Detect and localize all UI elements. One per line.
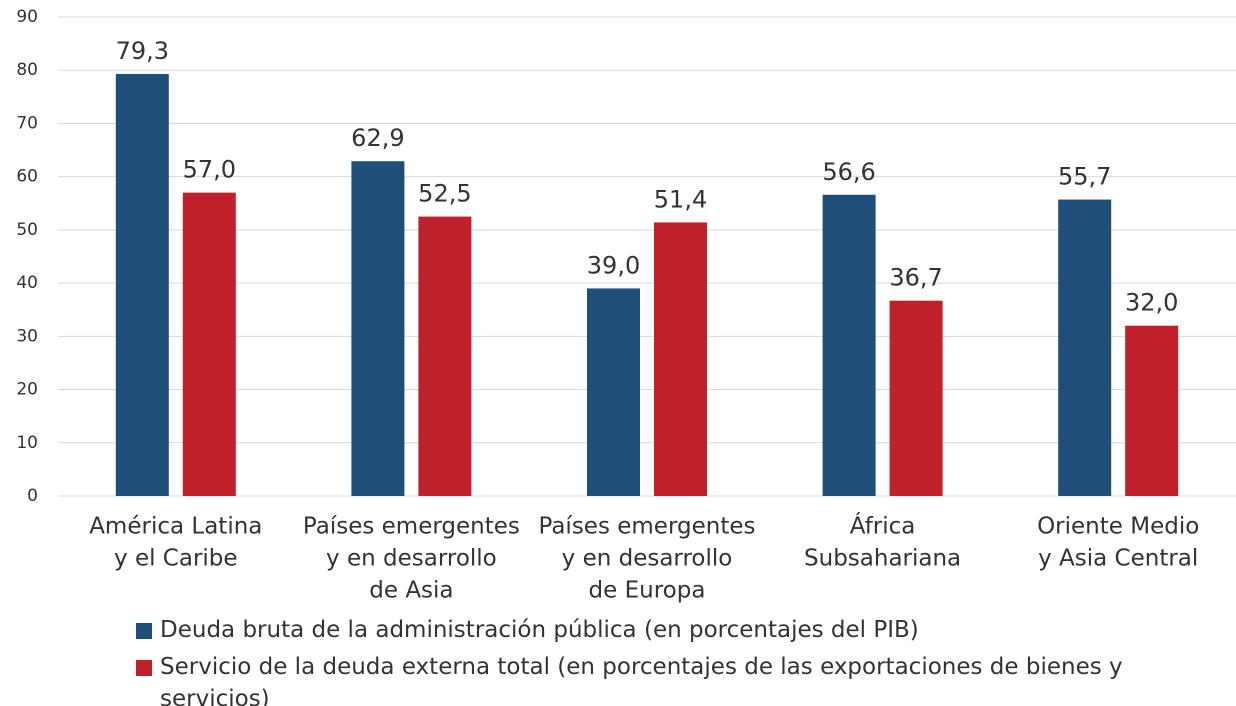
legend-label: Servicio de la deuda externa total (en p… [160,654,1123,706]
legend-swatch [136,660,152,676]
x-tick-label: África [850,512,916,540]
data-label: 52,5 [418,180,471,208]
bar [1058,199,1112,496]
data-label: 57,0 [183,156,236,184]
x-tick-label: Países emergentes [303,514,520,540]
bar [822,194,876,497]
data-label: 62,9 [351,124,404,152]
x-tick-label: y en desarrollo [326,546,497,572]
bar [182,192,236,496]
y-tick-label: 90 [16,7,38,27]
y-tick-label: 80 [16,60,38,80]
data-label: 79,3 [116,37,169,65]
x-tick-label: Subsahariana [804,546,961,572]
y-tick-label: 30 [16,326,38,346]
data-label: 55,7 [1058,163,1111,191]
legend-item: Deuda bruta de la administración pública… [136,614,1196,646]
data-label: 32,0 [1125,289,1178,317]
y-tick-label: 0 [27,486,38,506]
bar [1125,325,1179,496]
x-tick-label: Oriente Medio [1037,514,1199,540]
bar [654,222,707,496]
data-label: 36,7 [889,264,942,292]
data-label: 51,4 [654,185,707,213]
x-tick-label: América Latina [89,514,262,540]
x-tick-label: y Asia Central [1038,546,1198,572]
y-tick-label: 60 [16,167,38,187]
y-tick-label: 40 [16,273,38,293]
x-tick-label: de Europa [589,578,706,604]
data-label: 39,0 [587,251,640,279]
legend-swatch [136,623,152,639]
y-tick-label: 10 [16,433,38,453]
y-tick-label: 20 [16,380,38,400]
x-tick-label: y el Caribe [114,546,238,572]
bar [115,73,169,496]
x-tick-label: de Asia [369,578,453,604]
y-tick-label: 50 [16,220,38,240]
bar [587,288,640,496]
data-label: 56,6 [822,158,875,186]
y-tick-label: 70 [16,113,38,133]
plot: 0 10 20 30 40 50 60 70 80 90 América Latina y el Ca… [16,7,1236,604]
x-tick-label: y en desarrollo [562,546,733,572]
legend-item: Servicio de la deuda externa total (en p… [136,651,1196,706]
bar [889,300,943,496]
legend-label: Deuda bruta de la administración pública… [160,617,919,643]
bar [351,161,405,496]
x-tick-label: Países emergentes [539,514,756,540]
bar [418,216,472,497]
